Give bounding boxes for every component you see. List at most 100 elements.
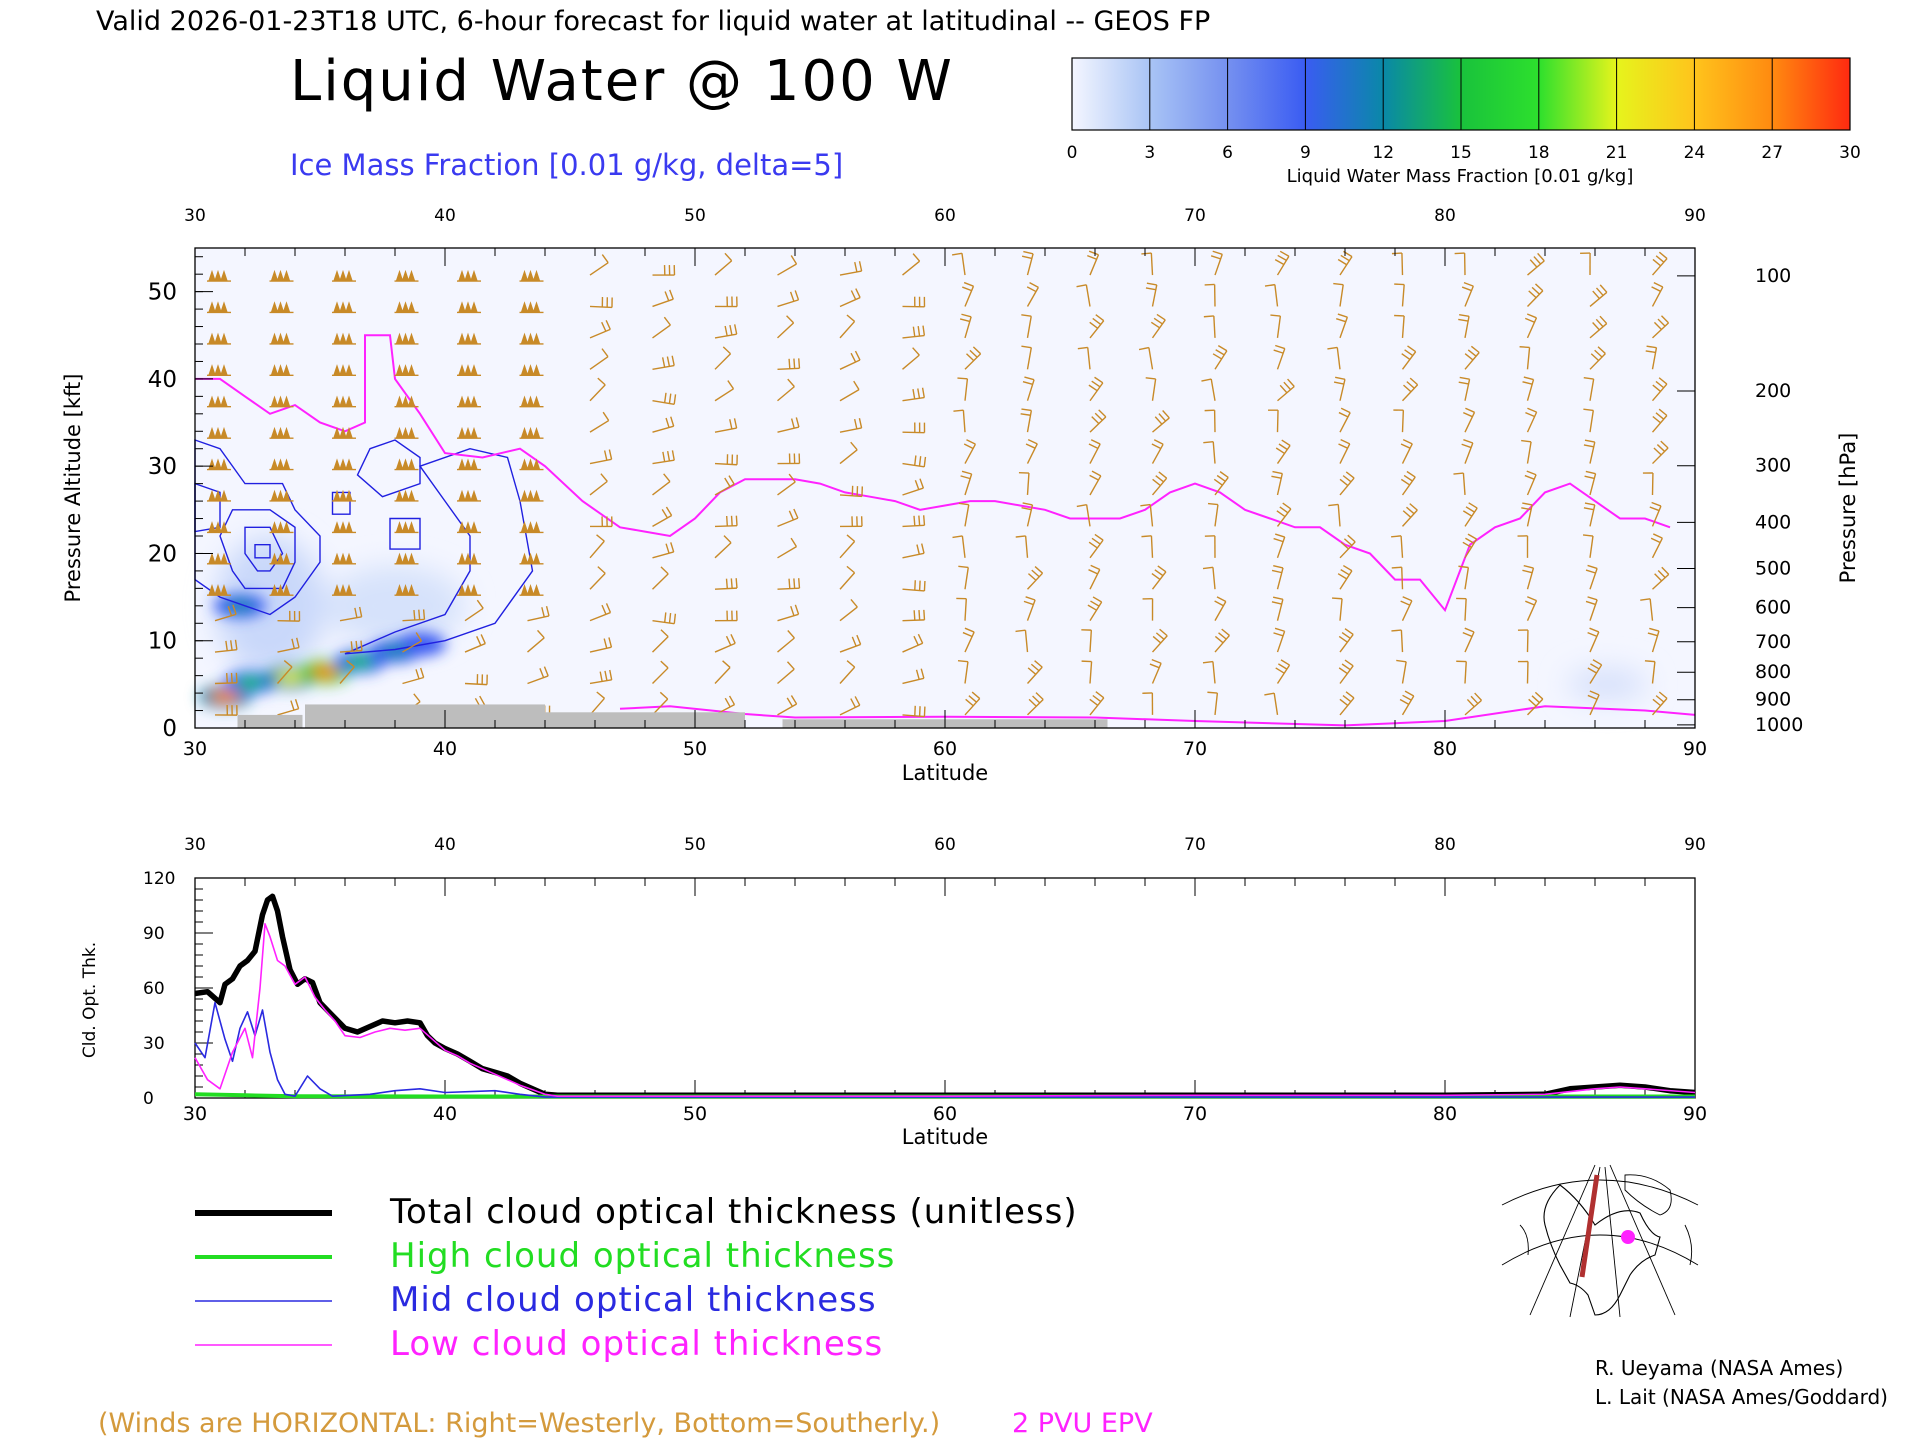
top-x-tick-label-upper: 80 (1434, 206, 1456, 226)
colorbar-tick-label: 9 (1300, 143, 1311, 163)
wind-barb (1519, 346, 1531, 370)
wind-barb (902, 705, 926, 718)
wind-barb (714, 296, 738, 308)
wind-barb (269, 301, 294, 314)
wind-barb (1273, 533, 1286, 559)
wind-barb (1277, 378, 1295, 402)
wind-barb (589, 411, 610, 433)
wind-barb (839, 314, 856, 339)
wind-barb (1589, 315, 1608, 339)
wind-barb (457, 584, 481, 596)
wind-barb (1587, 659, 1603, 684)
wind-barb (902, 580, 926, 592)
wind-barb (207, 552, 231, 565)
wind-barb (902, 633, 924, 653)
wind-barb (269, 458, 294, 471)
wind-barb (519, 332, 544, 345)
wind-barb (1336, 313, 1349, 339)
colorbar-tick-label: 15 (1450, 143, 1472, 163)
top-y-axis-title: Pressure Altitude [kft] (61, 374, 85, 603)
colorbar-label: Liquid Water Mass Fraction [0.01 g/kg] (1287, 166, 1634, 187)
ice-contour (244, 526, 284, 572)
wind-barb (1651, 408, 1668, 433)
bottom-x-tick-label-upper: 40 (434, 835, 456, 855)
wind-barb (519, 426, 544, 439)
bottom-x-tick-label-upper: 30 (184, 835, 206, 855)
wind-barb (332, 584, 356, 596)
wind-barb (394, 426, 419, 439)
wind-barb (1271, 565, 1284, 590)
wind-barb (457, 521, 481, 534)
wind-barb (1202, 566, 1216, 590)
wind-barb (589, 473, 608, 496)
wind-barb (652, 629, 669, 653)
wind-barb (1015, 535, 1029, 558)
wind-barb (527, 629, 545, 653)
wind-barb (1652, 315, 1670, 339)
wind-barb (1645, 345, 1658, 370)
wind-barb (207, 521, 231, 534)
pressure-tick-label: 800 (1755, 661, 1791, 683)
wind-barb (777, 358, 801, 371)
top-y-tick-label: 30 (148, 454, 177, 480)
wind-barb (839, 516, 863, 528)
wind-barb (1145, 282, 1158, 307)
wind-barb (1525, 407, 1538, 433)
wind-barb (652, 566, 669, 590)
pressure-tick-label: 700 (1755, 631, 1791, 653)
wind-barb (1081, 660, 1093, 684)
wind-barb (1275, 659, 1291, 684)
wind-barb (589, 348, 609, 370)
wind-barb (1203, 315, 1216, 338)
wind-barb (652, 316, 671, 339)
wind-barb (1271, 596, 1284, 621)
wind-barb (902, 478, 925, 496)
legend-item-label: Low cloud optical thickness (390, 1324, 883, 1364)
wind-barb (902, 347, 920, 370)
wind-barb (714, 578, 738, 590)
top-x-tick-label: 30 (183, 738, 207, 760)
wind-barb (839, 696, 861, 716)
wind-barb (777, 453, 801, 465)
wind-barb (457, 395, 481, 408)
wind-barb (1583, 439, 1596, 464)
epv-label: 2 PVU EPV (1012, 1408, 1153, 1439)
wind-barb (839, 534, 856, 559)
wind-barb (1583, 408, 1595, 433)
wind-barb (332, 426, 356, 439)
top-y-tick-label: 0 (162, 716, 177, 742)
bottom-x-tick-label: 40 (433, 1103, 457, 1125)
wind-barb (1015, 629, 1029, 653)
wind-barb (1021, 314, 1032, 339)
wind-barb (1339, 534, 1356, 559)
wind-barb (714, 324, 738, 339)
wind-barb (457, 426, 481, 439)
wind-barb (652, 660, 669, 684)
wind-barb (1021, 345, 1032, 370)
wind-barb (1400, 596, 1413, 621)
terrain-block (305, 704, 545, 728)
colorbar: 0 3 6 9 12 15 18 21 24 27 30 (1067, 57, 1861, 163)
wind-barb (777, 473, 796, 496)
wind-barb (1651, 377, 1668, 402)
wind-barb (1644, 660, 1656, 684)
wind-barb (339, 606, 363, 622)
pressure-tick-label: 100 (1755, 265, 1791, 287)
wind-barb (962, 281, 975, 307)
wind-barb (332, 458, 356, 471)
wind-barb (714, 380, 735, 402)
wind-barb (1391, 566, 1404, 590)
pressure-axis-title: Pressure [hPa] (1836, 433, 1860, 584)
pressure-tick-label: 400 (1755, 511, 1791, 533)
wind-barb (1582, 534, 1594, 558)
bottom-y-axis-title: Cld. Opt. Thk. (80, 942, 100, 1058)
liquid-water-core-center (226, 599, 254, 612)
wind-barb (1327, 346, 1341, 370)
wind-barb (1453, 472, 1466, 496)
wind-barb (958, 565, 969, 590)
wind-barb (1391, 629, 1404, 653)
north-america-polar-map-icon (1500, 1164, 1700, 1318)
bottom-x-tick-label-upper: 90 (1684, 835, 1706, 855)
bottom-x-tick-label-upper: 60 (934, 835, 956, 855)
wind-barb (1151, 471, 1168, 496)
